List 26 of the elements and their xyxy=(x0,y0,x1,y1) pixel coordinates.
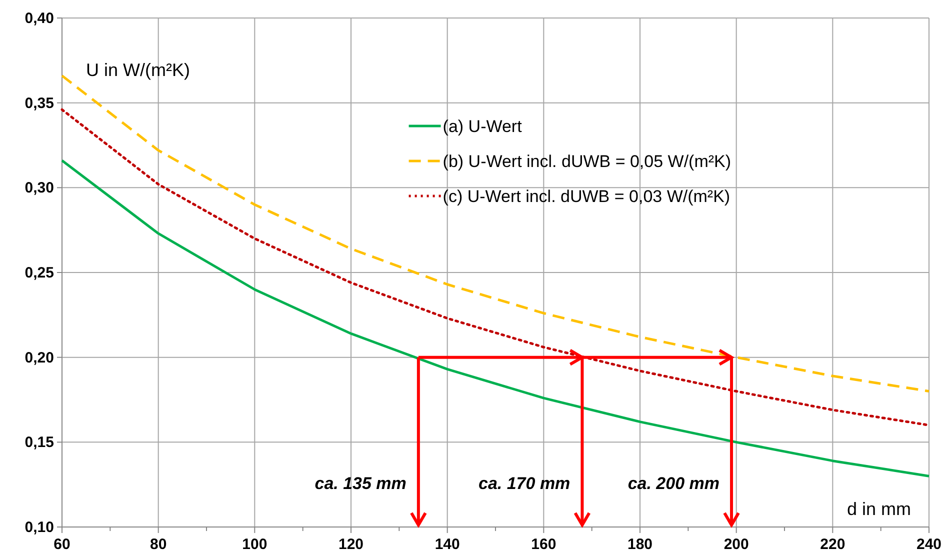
x-tick-label: 180 xyxy=(627,536,653,553)
x-tick-label: 160 xyxy=(531,536,556,553)
y-tick-label: 0,10 xyxy=(24,519,54,536)
ref-line-label: ca. 170 mm xyxy=(478,474,570,493)
x-tick-label: 60 xyxy=(54,536,70,553)
x-tick-label: 100 xyxy=(242,536,268,553)
y-tick-label: 0,35 xyxy=(24,94,54,112)
y-tick-label: 0,15 xyxy=(24,434,54,452)
ref-line-label: ca. 200 mm xyxy=(628,474,720,493)
y-axis-title: U in W/(m²K) xyxy=(86,60,190,80)
legend-label: (b) U-Wert incl. dUWB = 0,05 W/(m²K) xyxy=(442,152,732,171)
legend-label: (a) U-Wert xyxy=(442,117,522,136)
y-tick-label: 0,40 xyxy=(24,10,54,27)
x-tick-label: 240 xyxy=(916,536,942,553)
x-tick-label: 80 xyxy=(150,536,167,553)
x-tick-label: 220 xyxy=(820,536,846,553)
line-series xyxy=(60,108,930,426)
x-tick-label: 120 xyxy=(338,536,364,553)
y-tick-label: 0,25 xyxy=(24,264,54,282)
ref-line-label: ca. 135 mm xyxy=(314,474,406,493)
x-tick-label: 140 xyxy=(434,536,460,553)
y-tick-label: 0,30 xyxy=(24,180,54,197)
y-tick-label: 0,20 xyxy=(24,349,54,366)
legend-label: (c) U-Wert incl. dUWB = 0,03 W/(m²K) xyxy=(442,187,730,206)
x-axis-title: d in mm xyxy=(847,499,912,519)
x-tick-label: 200 xyxy=(724,536,749,553)
